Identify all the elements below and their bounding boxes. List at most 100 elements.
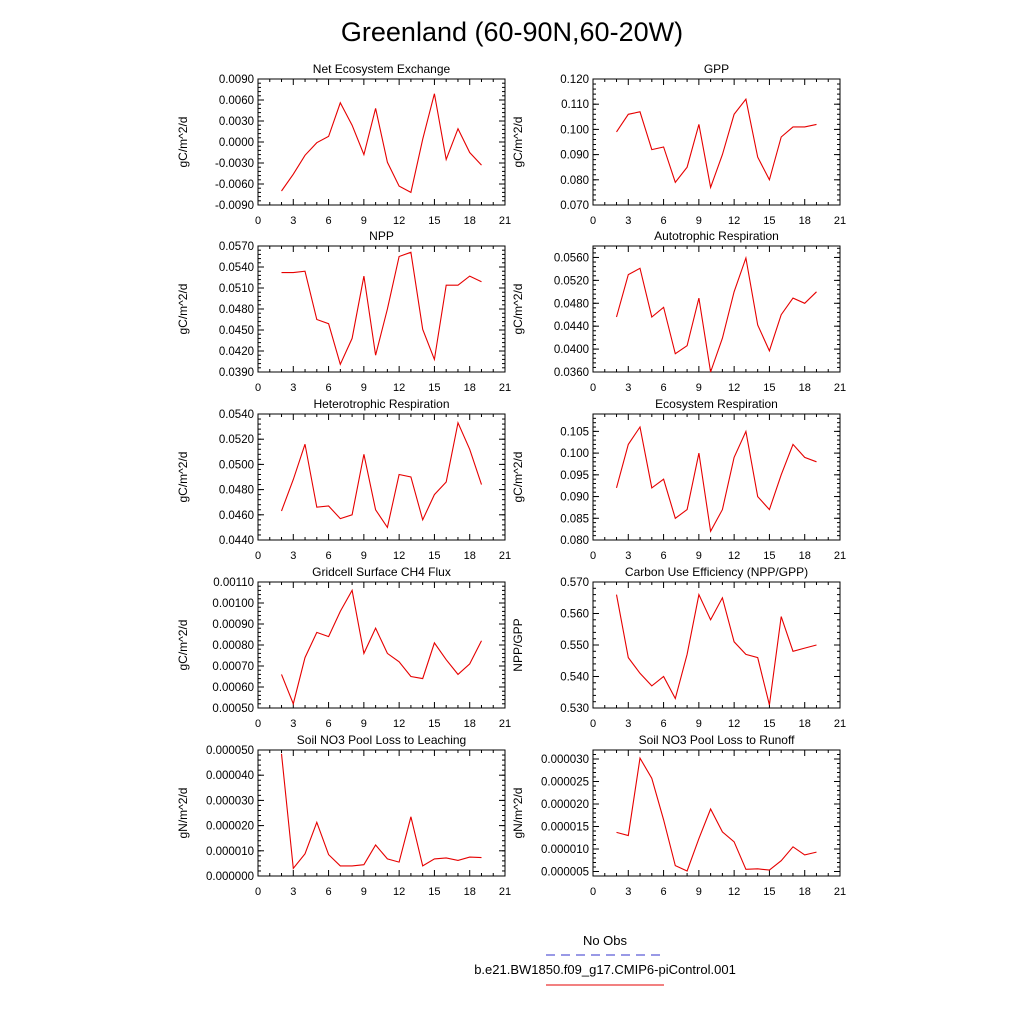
x-tick-label: 15	[428, 215, 440, 227]
x-tick-label: 6	[661, 718, 667, 730]
y-tick-label: 0.540	[560, 672, 589, 684]
y-tick-label: 0.0400	[554, 344, 589, 356]
x-tick-label: 3	[290, 886, 296, 898]
x-tick-label: 12	[393, 550, 405, 562]
x-tick-label: 15	[763, 550, 775, 562]
y-tick-label: 0.0440	[219, 535, 254, 547]
x-tick-label: 6	[661, 382, 667, 394]
y-tick-label: 0.00060	[212, 682, 254, 694]
y-tick-label: 0.00100	[212, 598, 254, 610]
y-axis-label: gC/m^2/d	[511, 452, 525, 503]
panel-title: Carbon Use Efficiency (NPP/GPP)	[625, 565, 808, 579]
legend: No Obs b.e21.BW1850.f09_g17.CMIP6-piCont…	[474, 933, 736, 986]
x-tick-label: 21	[499, 382, 511, 394]
x-tick-label: 21	[834, 215, 846, 227]
x-tick-label: 9	[696, 718, 702, 730]
x-tick-label: 21	[834, 718, 846, 730]
x-tick-label: 0	[255, 886, 261, 898]
x-tick-label: 12	[728, 886, 740, 898]
chart-panel: Gridcell Surface CH4 Flux gC/m^2/d 0 3 6 9 12 1…	[176, 565, 511, 730]
x-tick-label: 12	[393, 718, 405, 730]
y-tick-label: 0.0520	[554, 275, 589, 287]
x-tick-label: 18	[799, 550, 811, 562]
series-line	[280, 588, 482, 706]
y-tick-label: 0.550	[560, 640, 589, 652]
x-tick-label: 18	[464, 718, 476, 730]
y-axis-label: gC/m^2/d	[511, 284, 525, 335]
y-tick-label: 0.0390	[219, 367, 254, 379]
x-tick-label: 12	[393, 886, 405, 898]
y-tick-label: 0.080	[560, 175, 589, 187]
x-tick-label: 18	[799, 382, 811, 394]
y-tick-label: 0.000010	[206, 846, 254, 858]
y-tick-label: 0.0520	[219, 434, 254, 446]
chart-panel: Carbon Use Efficiency (NPP/GPP) NPP/GPP 0 3…	[511, 565, 846, 730]
y-axis-label: gC/m^2/d	[511, 117, 525, 168]
panel-title: GPP	[704, 62, 729, 76]
x-tick-label: 0	[590, 550, 596, 562]
panel-title: Soil NO3 Pool Loss to Runoff	[639, 733, 796, 747]
chart-panel: Ecosystem Respiration gC/m^2/d 0 3 6 9 12 15 18 2…	[511, 397, 846, 562]
series-line	[281, 93, 482, 194]
y-tick-label: 0.000020	[541, 799, 589, 811]
panel-title: Gridcell Surface CH4 Flux	[312, 565, 451, 579]
x-tick-label: 6	[326, 886, 332, 898]
chart-panel: GPP gC/m^2/d 0 3 6 9 12 15 18 21 0.070 0.080 0.090 0.…	[511, 62, 846, 227]
y-tick-label: 0.0560	[554, 252, 589, 264]
x-tick-label: 6	[661, 550, 667, 562]
plot-frame	[257, 413, 506, 541]
y-axis-label: gC/m^2/d	[176, 452, 190, 503]
x-tick-label: 3	[290, 550, 296, 562]
x-tick-label: 15	[763, 215, 775, 227]
y-tick-label: 0.000040	[206, 770, 254, 782]
chart-panel: Autotrophic Respiration gC/m^2/d 0 3 6 9 12 15 1…	[511, 229, 846, 394]
y-tick-label: 0.0420	[219, 346, 254, 358]
x-tick-label: 18	[799, 718, 811, 730]
y-tick-label: 0.570	[560, 577, 589, 589]
y-axis-label: NPP/GPP	[511, 618, 525, 671]
x-tick-label: 15	[428, 886, 440, 898]
x-tick-label: 3	[625, 718, 631, 730]
plot-frame	[592, 78, 841, 206]
y-tick-label: 0.0510	[219, 283, 254, 295]
x-tick-label: 12	[393, 215, 405, 227]
panel-title: Autotrophic Respiration	[654, 229, 779, 243]
x-tick-label: 6	[326, 215, 332, 227]
y-tick-label: 0.560	[560, 609, 589, 621]
y-tick-label: 0.100	[560, 448, 589, 460]
y-tick-label: 0.000020	[206, 821, 254, 833]
series-line	[616, 97, 817, 190]
chart-panel: Heterotrophic Respiration gC/m^2/d 0 3 6 9 12 1…	[176, 397, 511, 562]
x-tick-label: 9	[361, 215, 367, 227]
x-tick-label: 3	[290, 382, 296, 394]
x-tick-label: 3	[625, 382, 631, 394]
series-line	[615, 425, 817, 534]
y-tick-label: -0.0090	[215, 200, 254, 212]
y-tick-label: 0.0440	[554, 321, 589, 333]
x-tick-label: 18	[464, 886, 476, 898]
plot-frame	[257, 749, 506, 877]
x-tick-label: 12	[393, 382, 405, 394]
x-tick-label: 3	[290, 718, 296, 730]
y-tick-label: 0.110	[561, 99, 589, 111]
x-tick-label: 15	[763, 886, 775, 898]
panel-title: Heterotrophic Respiration	[313, 397, 449, 411]
y-tick-label: 0.000000	[206, 871, 254, 883]
plot-frame	[592, 413, 841, 541]
series-line	[281, 251, 482, 366]
y-tick-label: 0.0000	[219, 137, 254, 149]
x-tick-label: 15	[763, 382, 775, 394]
y-tick-label: 0.0030	[219, 116, 254, 128]
panel-title: Net Ecosystem Exchange	[313, 62, 451, 76]
y-tick-label: 0.095	[560, 470, 589, 482]
x-tick-label: 9	[696, 215, 702, 227]
x-tick-label: 6	[661, 215, 667, 227]
legend-obs-label: No Obs	[583, 933, 628, 948]
y-tick-label: 0.0480	[219, 304, 254, 316]
y-tick-label: 0.000025	[541, 777, 589, 789]
x-tick-label: 18	[464, 215, 476, 227]
y-axis-label: gC/m^2/d	[176, 284, 190, 335]
x-tick-label: 3	[625, 215, 631, 227]
x-tick-label: 6	[661, 886, 667, 898]
